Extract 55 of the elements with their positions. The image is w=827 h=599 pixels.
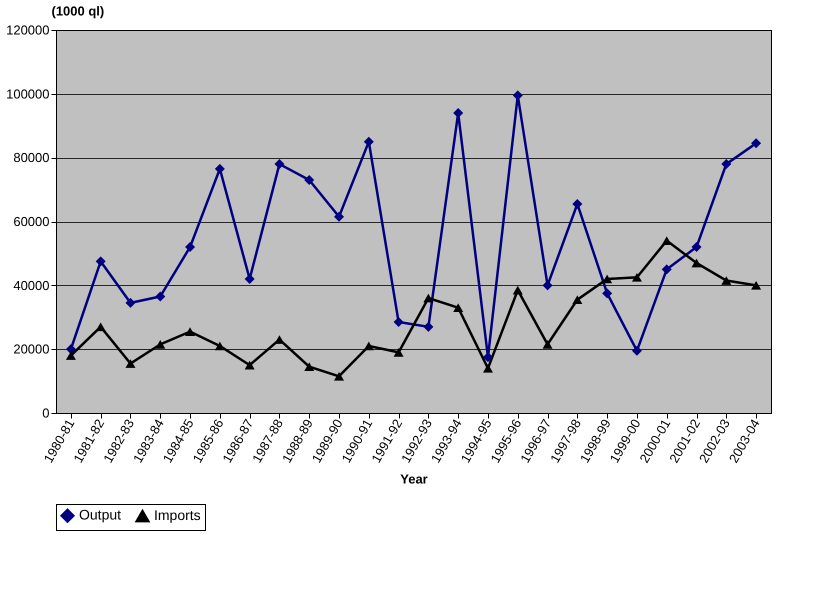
y-tick-label: 120000 bbox=[6, 22, 50, 38]
point bbox=[423, 294, 434, 302]
point bbox=[394, 348, 404, 357]
point bbox=[453, 108, 464, 118]
y-tick-label: 60000 bbox=[13, 214, 50, 229]
point bbox=[66, 344, 76, 354]
point bbox=[304, 175, 314, 186]
point bbox=[185, 242, 196, 252]
point bbox=[453, 303, 464, 312]
point bbox=[274, 159, 284, 170]
legend-label: Imports bbox=[154, 507, 201, 524]
point bbox=[155, 340, 166, 349]
point bbox=[662, 264, 672, 274]
y-tick-label: 100000 bbox=[6, 86, 50, 102]
y-tick-label: 0 bbox=[42, 406, 50, 420]
y-tick-label: 20000 bbox=[13, 342, 50, 357]
point bbox=[185, 327, 196, 336]
point bbox=[125, 359, 136, 368]
point bbox=[334, 372, 344, 381]
point bbox=[155, 292, 166, 302]
point bbox=[751, 138, 762, 148]
point bbox=[423, 322, 434, 332]
point bbox=[602, 274, 612, 284]
point bbox=[751, 281, 762, 290]
point bbox=[662, 236, 672, 245]
point bbox=[244, 360, 255, 370]
point bbox=[721, 276, 732, 285]
point bbox=[334, 212, 344, 222]
point bbox=[394, 317, 404, 328]
x-axis-title: Year bbox=[400, 471, 428, 486]
point bbox=[125, 298, 136, 308]
point bbox=[632, 346, 642, 356]
point bbox=[512, 90, 523, 100]
point bbox=[364, 342, 374, 350]
point bbox=[304, 362, 314, 372]
y-tick-label: 80000 bbox=[13, 150, 50, 166]
y-tick-label: 40000 bbox=[13, 278, 50, 293]
point bbox=[721, 159, 732, 170]
point bbox=[572, 198, 582, 209]
point bbox=[214, 164, 225, 174]
point bbox=[482, 352, 493, 362]
point bbox=[572, 295, 582, 304]
point bbox=[692, 242, 702, 252]
point bbox=[512, 286, 523, 294]
point bbox=[602, 288, 612, 298]
point bbox=[632, 273, 642, 282]
point bbox=[482, 364, 493, 373]
point bbox=[214, 342, 225, 350]
point bbox=[96, 322, 106, 332]
point bbox=[66, 351, 76, 360]
legend-label: Output bbox=[79, 506, 122, 523]
point bbox=[692, 258, 702, 268]
point bbox=[542, 340, 553, 349]
point bbox=[96, 256, 106, 266]
y-axis-title: (1000 ql) bbox=[52, 4, 104, 18]
